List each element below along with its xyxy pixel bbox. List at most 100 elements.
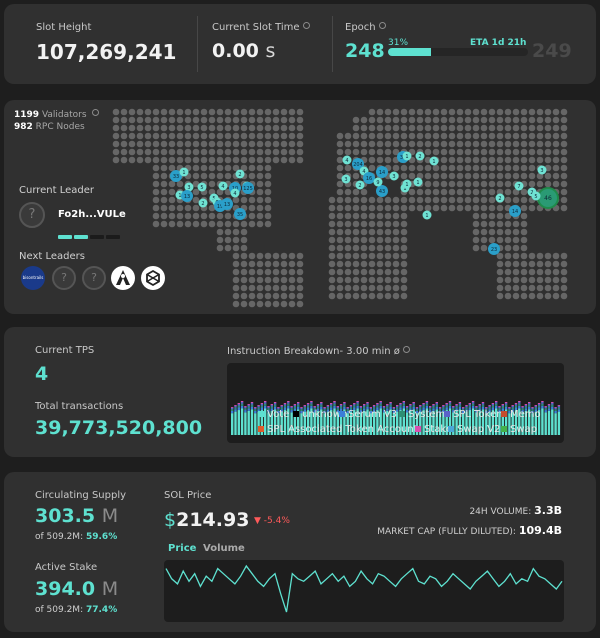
instruction-bar-segment xyxy=(313,406,316,409)
map-dot xyxy=(544,268,552,276)
instruction-bar-segment xyxy=(320,402,323,405)
validator-cluster[interactable]: 35 xyxy=(234,208,246,220)
instruction-bar-segment xyxy=(551,409,554,435)
instruction-bar-segment xyxy=(425,403,429,406)
validator-cluster[interactable]: 1 xyxy=(402,179,412,189)
instruction-bar-segment xyxy=(392,407,396,408)
validator-cluster[interactable]: 1 xyxy=(179,167,189,177)
info-icon[interactable] xyxy=(302,22,310,29)
validator-cluster[interactable]: 43 xyxy=(376,185,388,197)
map-dot xyxy=(216,212,224,220)
validator-cluster[interactable]: 7 xyxy=(514,181,524,191)
instruction-bar-segment xyxy=(277,407,280,408)
map-dot xyxy=(160,124,168,132)
validator-cluster[interactable]: 4 xyxy=(342,155,352,165)
map-dot xyxy=(192,220,200,228)
map-dot xyxy=(224,220,232,228)
instruction-bar-segment xyxy=(399,403,402,404)
instruction-bar-segment xyxy=(537,405,541,408)
validator-cluster[interactable]: 33 xyxy=(170,170,182,182)
validator-cluster[interactable]: 3 xyxy=(537,165,547,175)
cluster-count: 1 xyxy=(405,154,408,160)
validator-cluster[interactable]: 2 xyxy=(235,169,245,179)
instruction-bar-segment xyxy=(409,410,412,435)
leader-avatar-icon[interactable]: ? xyxy=(19,202,45,228)
validator-cluster[interactable]: 14 xyxy=(509,205,521,217)
validator-cluster[interactable]: 125 xyxy=(242,182,254,194)
map-dot xyxy=(272,156,280,164)
tab-price[interactable]: Price xyxy=(168,543,197,554)
validator-cluster[interactable]: 2 xyxy=(415,151,425,161)
instruction-bar-segment xyxy=(504,402,508,405)
instruction-bar-segment xyxy=(237,407,240,411)
instruction-bar-segment xyxy=(438,407,442,410)
hexagon-logo-icon[interactable] xyxy=(141,266,165,290)
instruction-bar-segment xyxy=(353,407,356,411)
info-icon[interactable] xyxy=(402,346,410,353)
info-icon[interactable] xyxy=(92,109,100,116)
validator-cluster[interactable]: 3 xyxy=(341,174,351,184)
instruction-bar-segment xyxy=(330,410,333,435)
instruction-bar-segment xyxy=(306,403,310,406)
instruction-bar-segment xyxy=(511,411,514,435)
map-dot xyxy=(360,220,368,228)
validator-cluster[interactable]: 46 xyxy=(537,187,559,209)
validator-cluster[interactable]: 5 xyxy=(197,182,207,192)
validator-cluster[interactable]: 4 xyxy=(230,188,240,198)
cluster-count: 4 xyxy=(345,158,348,164)
instruction-bar-segment xyxy=(435,402,438,405)
legend-label: SPL Token xyxy=(453,409,503,420)
tab-volume[interactable]: Volume xyxy=(203,543,245,554)
validator-cluster[interactable]: 3 xyxy=(389,171,399,181)
validator-cluster[interactable]: 16 xyxy=(363,172,375,184)
map-dot xyxy=(328,236,336,244)
map-dot xyxy=(336,268,344,276)
map-dot xyxy=(248,148,256,156)
unknown-question-icon[interactable]: ? xyxy=(52,266,76,290)
instruction-bar-segment xyxy=(541,408,544,435)
validator-cluster[interactable]: 2 xyxy=(198,198,208,208)
bison-logo-icon[interactable]: bisontrails xyxy=(21,266,45,290)
divider xyxy=(332,16,333,72)
validator-cluster[interactable]: 13 xyxy=(221,198,233,210)
instruction-bar-segment xyxy=(465,405,468,406)
monk-logo-icon[interactable] xyxy=(111,266,135,290)
validator-cluster[interactable]: 5 xyxy=(531,191,541,201)
map-dots xyxy=(112,108,568,308)
validator-cluster[interactable]: 1 xyxy=(429,156,439,166)
validator-cluster[interactable]: 1 xyxy=(402,151,412,161)
unknown-question-icon[interactable]: ? xyxy=(82,266,106,290)
cluster-marker xyxy=(184,182,194,192)
validator-cluster[interactable]: 1 xyxy=(413,177,423,187)
map-dot xyxy=(344,236,352,244)
validator-cluster[interactable]: 23 xyxy=(488,243,500,255)
map-dot xyxy=(264,268,272,276)
cluster-marker xyxy=(363,172,375,184)
instruction-bar-segment xyxy=(429,406,432,407)
instruction-bar-segment xyxy=(521,410,524,413)
info-icon[interactable] xyxy=(378,22,386,29)
map-dot xyxy=(256,292,264,300)
map-dot xyxy=(216,124,224,132)
map-dot xyxy=(488,204,496,212)
validator-cluster[interactable]: 204 xyxy=(352,158,364,170)
map-dot xyxy=(400,164,408,172)
map-dot xyxy=(352,140,360,148)
map-dot xyxy=(536,252,544,260)
instruction-bar-segment xyxy=(376,410,379,435)
instruction-bar-segment xyxy=(346,413,349,435)
validator-cluster[interactable]: 13 xyxy=(181,190,193,202)
validator-cluster[interactable]: 2 xyxy=(495,193,505,203)
instruction-bar-segment xyxy=(316,404,320,405)
validator-cluster[interactable]: 9 xyxy=(373,177,383,187)
validator-cluster[interactable]: 2 xyxy=(355,180,365,190)
map-dot xyxy=(456,132,464,140)
current-leader-name[interactable]: Fo2h...VULe xyxy=(58,209,126,220)
validator-cluster[interactable]: 4 xyxy=(218,181,228,191)
map-dot xyxy=(192,188,200,196)
map-dot xyxy=(152,156,160,164)
validator-cluster[interactable]: 3 xyxy=(184,182,194,192)
validator-cluster[interactable]: 14 xyxy=(376,166,388,178)
instruction-bar-segment xyxy=(287,405,290,409)
validator-cluster[interactable]: 1 xyxy=(422,210,432,220)
